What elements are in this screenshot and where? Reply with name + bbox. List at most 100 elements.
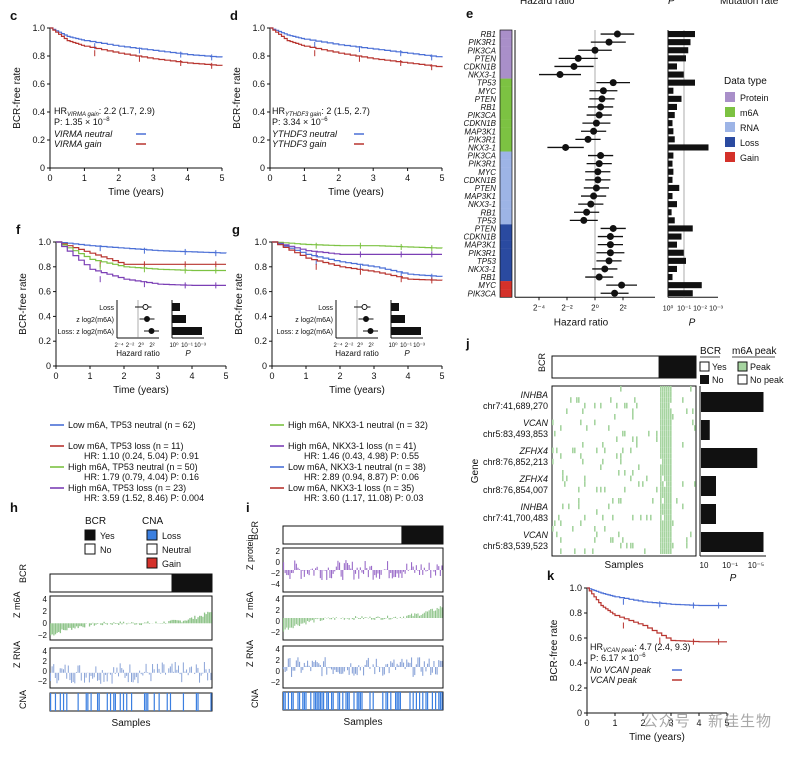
sample-bar (377, 570, 379, 574)
p-value-text: P: 6.17 × 10−6 (590, 653, 646, 663)
sample-bar (283, 667, 285, 670)
sample-bar (311, 568, 313, 570)
legend-title: m6A peak (732, 346, 777, 357)
sample-bar (319, 570, 321, 579)
cna-bar (327, 692, 329, 710)
x-tick-label: 2 (336, 173, 341, 183)
heatmap-cell (618, 498, 620, 504)
sample-bar (420, 615, 422, 618)
m6a-bar (177, 620, 180, 624)
sample-bar (353, 667, 355, 676)
top-label: P (668, 0, 675, 7)
sample-bar (403, 662, 405, 667)
gene-label: NKX3-1 (468, 71, 496, 80)
heatmap-cell (600, 464, 602, 470)
heatmap-cell (656, 436, 658, 442)
rna-bar (64, 664, 66, 673)
rna-bar (124, 672, 126, 678)
sample-bar (329, 618, 331, 620)
cna-bar (113, 693, 115, 711)
cna-bar (353, 692, 355, 710)
heatmap-cell (554, 430, 556, 437)
datatype-strip (500, 135, 512, 144)
rna-bar (58, 672, 60, 681)
rna-bar (152, 664, 154, 673)
y-tick-label: 0.4 (38, 311, 51, 321)
cna-bar (435, 692, 437, 710)
sample-bar (438, 660, 440, 667)
heatmap-cell (668, 537, 670, 543)
heatmap-cell (638, 464, 640, 470)
legend-label: VCAN peak (590, 675, 638, 685)
heatmap-cell (562, 470, 564, 476)
heatmap-cell (666, 430, 668, 437)
sample-bar (294, 667, 296, 671)
rna-bar (134, 672, 136, 680)
m6a-bar (207, 611, 209, 624)
y-tick-label: 4 (43, 595, 48, 604)
heatmap-cell (662, 442, 664, 448)
heatmap-cell (660, 402, 662, 409)
heatmap-cell (604, 526, 606, 532)
datatype-strip (500, 216, 512, 225)
cna-bar (122, 693, 125, 711)
cna-bar (297, 692, 299, 710)
km-curve-2 (56, 241, 226, 272)
sample-bar (406, 659, 408, 667)
heatmap-cell (682, 503, 684, 510)
gene-label: PIK3R1 (468, 249, 496, 258)
legend-label: VIRMA gain (54, 139, 102, 149)
heatmap-cell (600, 486, 602, 493)
inset-point (148, 328, 155, 334)
heatmap-cell (632, 542, 634, 549)
rna-bar (126, 672, 128, 676)
cna-bar (291, 692, 293, 710)
heatmap-cell (660, 475, 662, 482)
hr-point (606, 249, 614, 257)
y-tick-label: 1.0 (254, 237, 267, 247)
sample-bar (375, 570, 377, 578)
cna-bar (323, 692, 325, 710)
heatmap-cell (662, 414, 664, 420)
legend-swatch (84, 529, 96, 541)
m6a-bar (168, 621, 170, 624)
heatmap-cell (664, 442, 666, 448)
legend-label: Low m6A, NKX3-1 neutral (n = 38) (288, 462, 426, 472)
gene-label: PTEN (475, 54, 497, 63)
cna-bar (158, 693, 160, 711)
heatmap-cell (560, 537, 562, 543)
sample-bar (382, 618, 384, 620)
y-tick-label: 1.0 (569, 583, 582, 593)
y-tick-label: −2 (271, 678, 281, 687)
m6a-bar (190, 617, 193, 624)
m6a-bar (109, 623, 112, 625)
sample-bar (355, 570, 357, 574)
heatmap-cell (666, 391, 668, 398)
sample-bar (307, 660, 309, 667)
p-bar (668, 282, 702, 289)
x-tick-label: 1 (303, 371, 308, 381)
heatmap-cell (666, 453, 668, 459)
heatmap-cell (554, 520, 556, 526)
heatmap-cell (660, 503, 662, 510)
sample-bar (439, 606, 441, 618)
datatype-strip (500, 62, 512, 71)
sample-bar (407, 615, 409, 618)
y-tick-label: 0.2 (254, 336, 267, 346)
sample-bar (430, 570, 432, 578)
sample-bar (363, 618, 365, 620)
p-bar (668, 152, 674, 159)
cna-bar (331, 692, 333, 710)
cna-bar (332, 692, 334, 710)
sample-bar (417, 657, 419, 667)
heatmap-cell (660, 442, 662, 448)
rna-bar (106, 672, 108, 682)
y-tick-label: 0 (260, 163, 265, 173)
sample-bar (396, 663, 398, 667)
gene-label: PIK3R1 (468, 38, 496, 47)
heatmap-cell (620, 453, 622, 459)
p-bar (668, 274, 673, 281)
sample-bar (398, 570, 400, 578)
heatmap-cell (670, 481, 672, 487)
m6a-bar (169, 620, 172, 624)
